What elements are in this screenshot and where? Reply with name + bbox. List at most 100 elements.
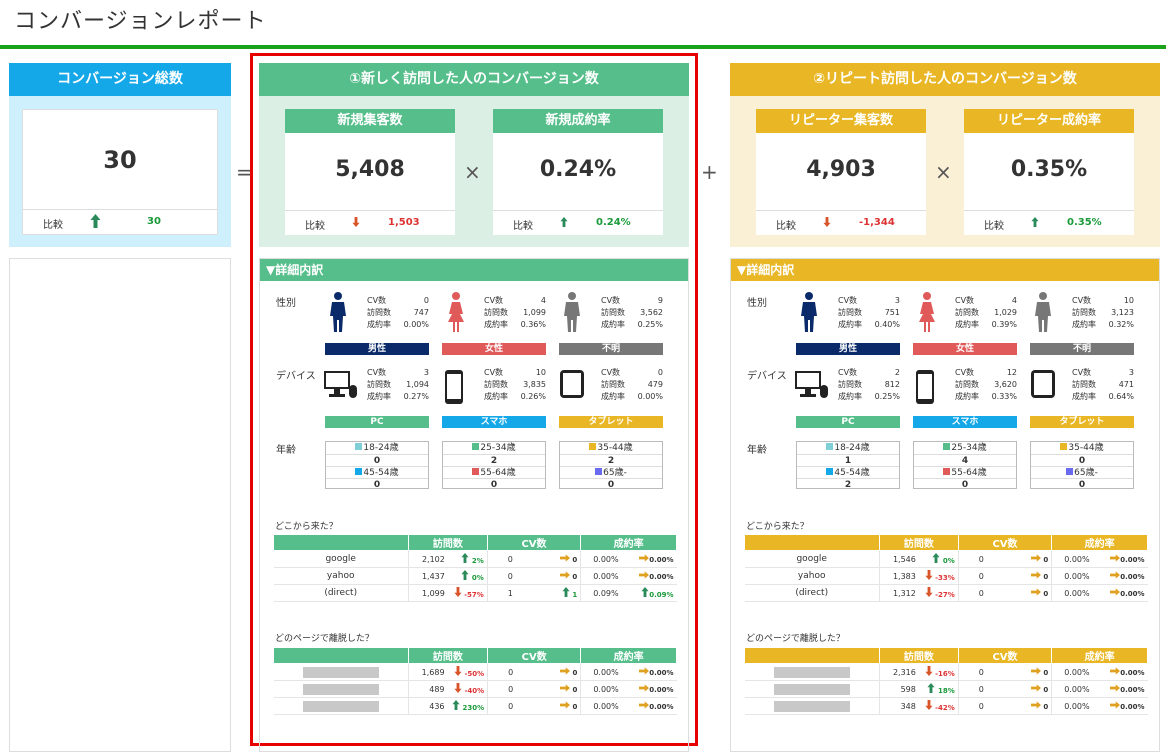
age-value: 2	[443, 454, 545, 466]
cv-change: 1	[572, 591, 578, 599]
rate-value: 0.00%	[1051, 663, 1106, 681]
rate-value: 0.00%	[1051, 680, 1106, 698]
visit-value: 598	[878, 680, 919, 698]
up-arrow-icon	[927, 683, 936, 693]
table-row: 489 -40% 0 0 0.00% 0.00%	[273, 680, 677, 698]
right-arrow-icon	[1030, 701, 1041, 709]
rep-visitors-card: リピーター集客数 4,903 比較 -1,344	[756, 109, 926, 235]
up-arrow-icon	[932, 553, 940, 563]
cv-value: 9	[657, 296, 663, 305]
cv-label: CV数	[367, 368, 387, 377]
rate-value: 0.00%	[1051, 550, 1106, 568]
right-arrow-icon	[1030, 571, 1041, 579]
compare-label: 比較	[305, 221, 325, 232]
visit-change: -42%	[935, 704, 955, 712]
visit-label: 訪問数	[484, 380, 508, 389]
age-value: 1	[797, 454, 899, 466]
rate-value: 0.25%	[874, 392, 900, 401]
down-arrow-icon	[925, 587, 933, 597]
down-arrow-icon	[925, 666, 933, 676]
visit-label: 訪問数	[955, 308, 979, 317]
visit-value: 1,094	[406, 380, 429, 389]
plus-sign: +	[701, 160, 718, 184]
total-panel: コンバージョン総数 30 比較 30	[9, 63, 231, 247]
visit-change: -16%	[935, 670, 955, 678]
total-title: コンバージョン総数	[9, 63, 231, 96]
cv-label: CV数	[484, 296, 504, 305]
rep-device-tag-1: スマホ	[913, 416, 1017, 428]
rate-change: 0.00%	[649, 669, 674, 677]
right-arrow-icon	[1110, 571, 1121, 579]
new-visitors-value: 5,408	[335, 157, 405, 182]
stat-block: CV数 2 訪問数 812 成約率 0.25%	[838, 367, 900, 403]
visit-change: 0%	[942, 557, 955, 565]
cv-label: CV数	[367, 296, 387, 305]
rate-value: 0.00%	[580, 663, 635, 681]
rate-value: 0.00%	[580, 680, 635, 698]
right-arrow-icon	[639, 667, 650, 675]
rep-detail-title: ▼詳細内訳	[731, 259, 1159, 281]
visit-col-header: 訪問数	[407, 647, 489, 664]
right-arrow-icon	[1030, 667, 1041, 675]
stat-block: CV数 10 訪問数 3,123 成約率 0.32%	[1072, 295, 1134, 331]
cv-change: 0	[572, 573, 578, 581]
cv-change: 0	[1043, 556, 1049, 564]
right-arrow-icon	[559, 684, 570, 692]
table-row: 1,689 -50% 0 0 0.00% 0.00%	[273, 663, 677, 681]
visit-value: 436	[407, 697, 448, 715]
visit-col-header: 訪問数	[878, 647, 959, 664]
cv-change: 0	[1043, 573, 1049, 581]
pc-icon	[324, 371, 357, 398]
rate-label: 成約率	[367, 392, 391, 401]
cv-label: CV数	[955, 296, 975, 305]
stat-block: CV数 0 訪問数 747 成約率 0.00%	[367, 295, 429, 331]
rate-value: 0.00%	[580, 567, 635, 585]
down-arrow-icon	[925, 570, 933, 580]
visit-change: 230%	[462, 704, 485, 712]
new-gender-tag-male: 男性	[325, 343, 429, 355]
cv-change: 0	[1043, 669, 1049, 677]
rate-value: 0.27%	[403, 392, 429, 401]
device-label: デバイス	[747, 371, 787, 382]
rate-change: 0.00%	[1120, 556, 1145, 564]
cv-value: 12	[1006, 368, 1017, 377]
rep-rate-card: リピーター成約率 0.35% 比較 0.35%	[964, 109, 1134, 235]
rate-label: 成約率	[1072, 320, 1096, 329]
empty-panel	[9, 258, 231, 752]
right-arrow-icon	[559, 701, 570, 709]
visit-label: 訪問数	[367, 380, 391, 389]
age-value: 0	[326, 478, 428, 490]
new-device-tag-1: スマホ	[442, 416, 546, 428]
visit-value: 1,029	[994, 308, 1017, 317]
age-range-label: 35-44歳	[1068, 443, 1104, 453]
age-value: 0	[560, 478, 662, 490]
rep-exit-title: どのページで離脱した？	[746, 634, 845, 644]
rate-value: 0.40%	[874, 320, 900, 329]
cv-value: 0	[957, 663, 1013, 681]
visit-label: 訪問数	[955, 380, 979, 389]
cv-label: CV数	[601, 368, 621, 377]
visit-value: 3,835	[523, 380, 546, 389]
compare-label: 比較	[513, 221, 533, 232]
age-value: 0	[1031, 478, 1133, 490]
rep-rate-compare: 比較 0.35%	[964, 210, 1134, 235]
visit-label: 訪問数	[838, 308, 862, 317]
visit-value: 1,312	[878, 584, 919, 602]
cv-value: 0	[957, 697, 1013, 715]
source-name: google	[273, 550, 409, 568]
new-detail-title: ▼詳細内訳	[260, 259, 688, 281]
rep-visitors-value: 4,903	[806, 157, 876, 182]
visit-value: 751	[884, 308, 900, 317]
tablet-icon	[560, 370, 584, 398]
visit-label: 訪問数	[601, 380, 625, 389]
cv-value: 3	[894, 296, 900, 305]
rate-value: 0.00%	[637, 392, 663, 401]
rate-change: 0.00%	[649, 686, 674, 694]
cv-label: CV数	[601, 296, 621, 305]
cv-label: CV数	[1072, 368, 1092, 377]
right-arrow-icon	[639, 554, 650, 562]
redacted-page-name	[773, 700, 850, 712]
cv-label: CV数	[838, 296, 858, 305]
visit-label: 訪問数	[1072, 308, 1096, 317]
down-arrow-icon	[454, 666, 462, 676]
